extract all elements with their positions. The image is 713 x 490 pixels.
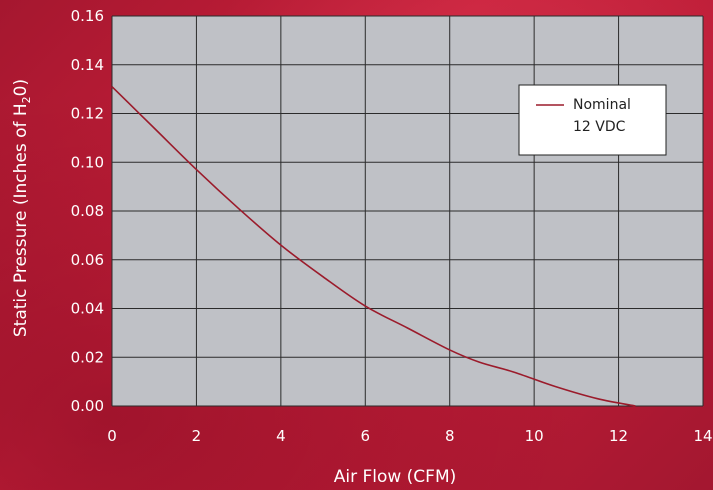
legend-box xyxy=(518,84,667,156)
x-axis-title: Air Flow (CFM) xyxy=(334,467,457,487)
legend-label-line-2: 12 VDC xyxy=(573,119,626,135)
y-tick-label: 0.06 xyxy=(71,251,104,269)
y-tick-label: 0.08 xyxy=(71,202,104,220)
y-axis-title: Static Pressure (Inches of H20) xyxy=(11,79,33,337)
legend-label-line-1: Nominal xyxy=(573,97,631,113)
y-tick-label: 0.12 xyxy=(71,105,104,123)
x-tick-label: 4 xyxy=(276,427,286,445)
y-axis-title-main: Static Pressure (Inches of H xyxy=(11,103,31,337)
x-tick-label: 14 xyxy=(693,427,712,445)
x-tick-label: 0 xyxy=(107,427,117,445)
series-line-nominal-12vdc xyxy=(111,86,636,407)
x-tick-label: 6 xyxy=(361,427,371,445)
y-tick-label: 0.00 xyxy=(71,397,104,415)
y-tick-label: 0.14 xyxy=(71,56,104,74)
y-tick-label: 0.16 xyxy=(71,7,104,25)
tick-labels: 0 2 4 6 8 10 12 14 0.00 0.02 0.04 0.06 0.08 0.10 0.12 0… xyxy=(71,7,713,445)
grid xyxy=(111,15,704,407)
legend: Nominal 12 VDC xyxy=(518,84,667,156)
y-tick-label: 0.10 xyxy=(71,153,104,171)
x-tick-label: 10 xyxy=(525,427,544,445)
x-tick-label: 8 xyxy=(445,427,455,445)
y-axis-title-subscript: 2 xyxy=(20,96,33,103)
x-tick-label: 2 xyxy=(192,427,202,445)
x-tick-label: 12 xyxy=(609,427,628,445)
y-axis-title-suffix: 0) xyxy=(11,79,31,96)
y-tick-label: 0.04 xyxy=(71,300,104,318)
y-tick-label: 0.02 xyxy=(71,348,104,366)
